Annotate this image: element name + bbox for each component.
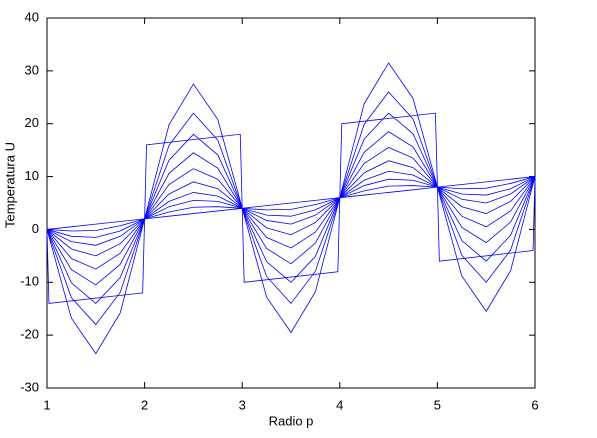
series-line xyxy=(46,176,536,238)
series-line xyxy=(46,131,536,286)
series-line xyxy=(46,62,536,355)
x-tick-label: 5 xyxy=(434,397,441,412)
series-line xyxy=(46,160,536,257)
series-line xyxy=(46,112,536,304)
series-line xyxy=(46,176,536,230)
y-tick-label: -30 xyxy=(20,379,39,394)
series-line xyxy=(46,147,536,270)
series-line xyxy=(46,112,536,304)
y-tick-label: 30 xyxy=(25,62,39,77)
x-tick-label: 3 xyxy=(239,397,246,412)
series-line xyxy=(46,170,536,246)
x-axis-label: Radio p xyxy=(269,413,314,428)
y-tick-label: 20 xyxy=(25,115,39,130)
series-line xyxy=(46,176,536,232)
plot-border xyxy=(46,17,536,389)
series-line xyxy=(46,91,536,326)
x-tick-label: 1 xyxy=(43,397,50,412)
x-tick-label: 6 xyxy=(531,397,538,412)
y-tick-label: -10 xyxy=(20,274,39,289)
y-tick-label: -20 xyxy=(20,327,39,342)
x-tick-label: 4 xyxy=(336,397,343,412)
x-tick-label: 2 xyxy=(141,397,148,412)
y-tick-label: 0 xyxy=(32,221,39,236)
y-tick-label: 40 xyxy=(25,9,39,24)
y-axis-label: Temperatura U xyxy=(2,142,17,228)
y-tick-label: 10 xyxy=(25,168,39,183)
